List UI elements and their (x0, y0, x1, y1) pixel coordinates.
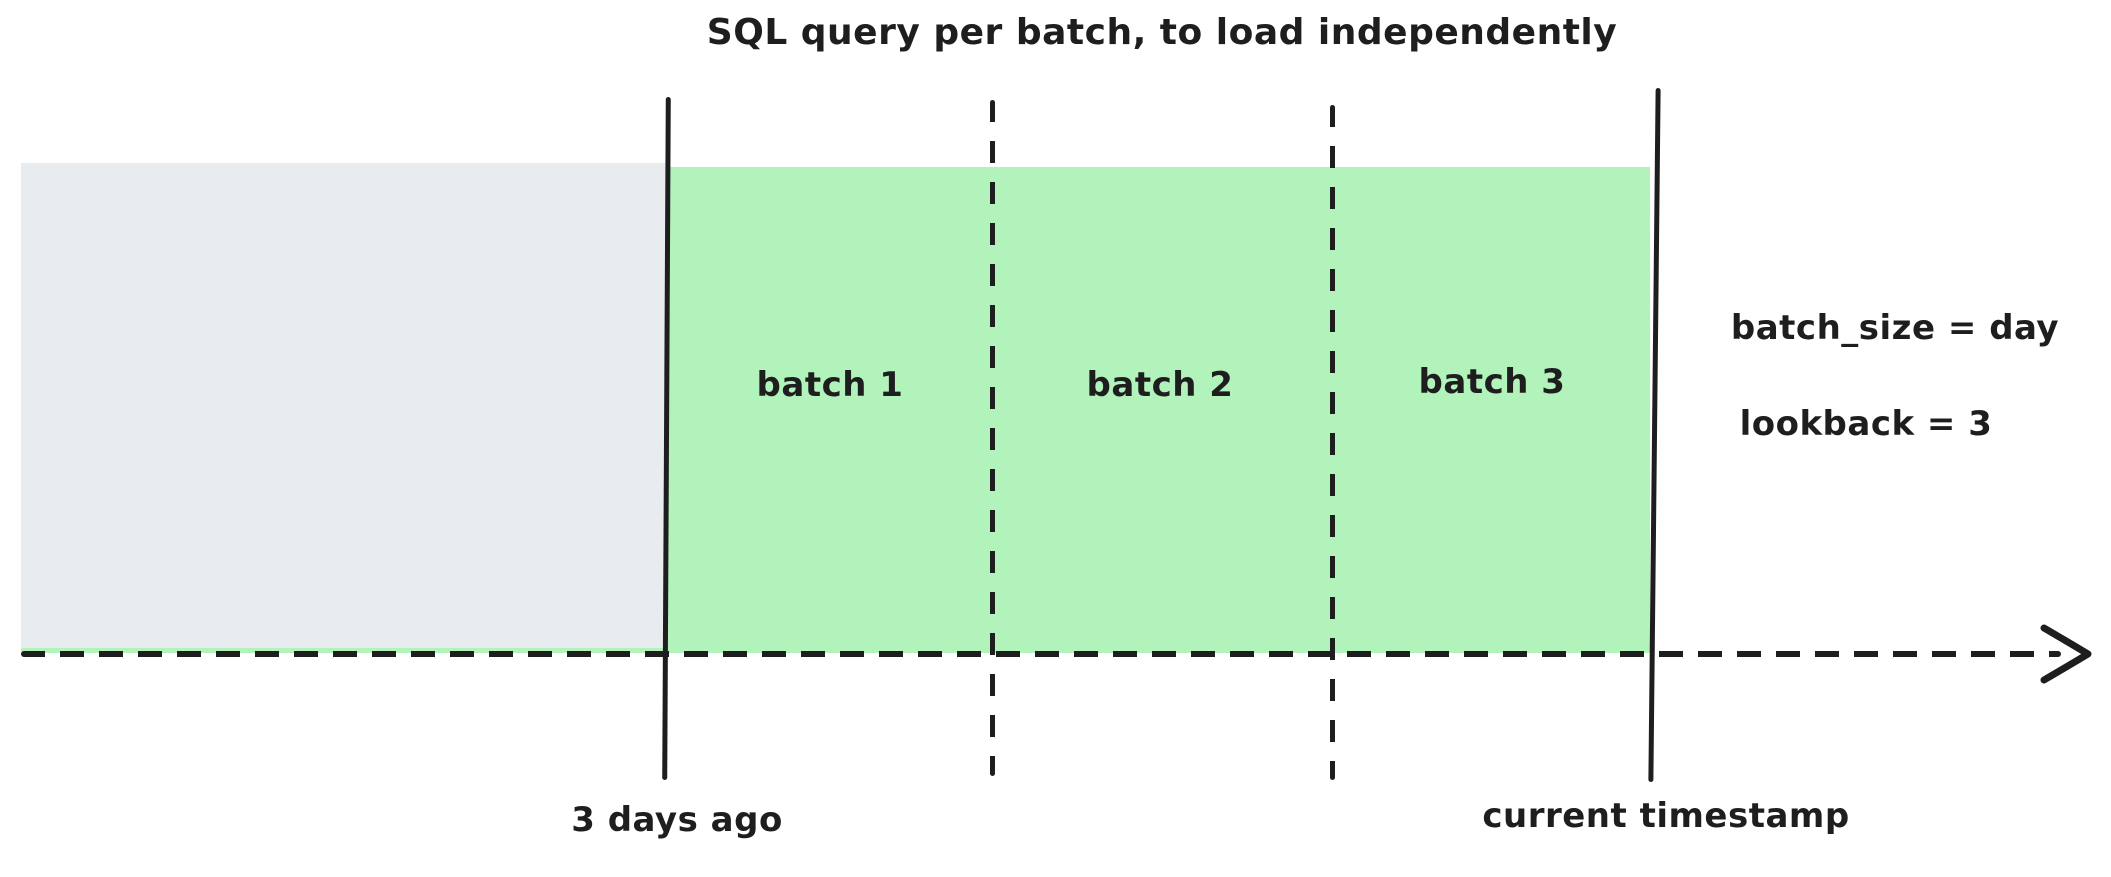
diagram-title: SQL query per batch, to load independent… (706, 12, 1618, 53)
batch-2-label: batch 2 (1086, 365, 1234, 405)
past-data-region (21, 163, 667, 648)
boundary-line-current-timestamp (1648, 87, 1661, 783)
batch-size-annotation: batch_size = day (1730, 308, 2060, 348)
batch-separator-2 (1330, 105, 1335, 780)
batch-1-label: batch 1 (756, 365, 904, 405)
batch-separator-1 (990, 100, 995, 776)
lookback-annotation: lookback = 3 (1739, 404, 1993, 444)
axis-end-label: current timestamp (1482, 796, 1850, 836)
arrow-right-icon (2040, 624, 2092, 684)
timeline-axis (21, 651, 2061, 657)
axis-start-label: 3 days ago (571, 800, 783, 840)
batch-3-label: batch 3 (1418, 362, 1566, 402)
